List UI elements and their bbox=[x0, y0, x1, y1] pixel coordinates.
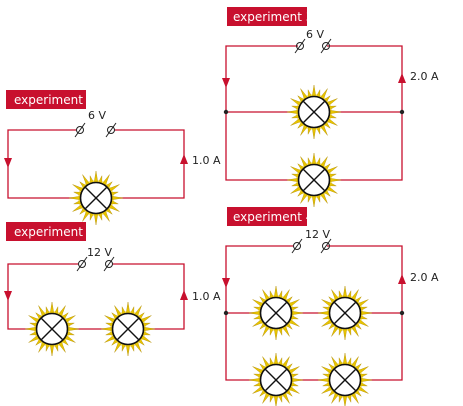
experiment-4-label-bg bbox=[227, 207, 307, 226]
experiment-3-voltage: 6 V bbox=[306, 28, 324, 41]
battery-terminal-icon bbox=[74, 122, 117, 138]
experiment-2-label: experiment 2 bbox=[14, 225, 94, 239]
junction-node bbox=[223, 109, 229, 115]
lamp-icon bbox=[248, 352, 304, 406]
experiment-2: experiment 2 12 V 1.0 A bbox=[4, 222, 221, 357]
experiment-4-current: 2.0 A bbox=[410, 271, 439, 284]
experiment-2-current: 1.0 A bbox=[192, 290, 221, 303]
lamp-icon bbox=[317, 352, 373, 406]
current-arrow-icon bbox=[180, 154, 188, 164]
current-arrow-icon bbox=[222, 78, 230, 88]
experiment-3-label-bg bbox=[227, 7, 307, 26]
lamp-icon bbox=[286, 84, 342, 140]
lamp-icon bbox=[68, 170, 124, 226]
current-arrow-icon bbox=[398, 274, 406, 284]
experiment-3-label: experiment 3 bbox=[233, 10, 313, 24]
junction-node bbox=[223, 310, 229, 316]
experiment-4-voltage: 12 V bbox=[305, 228, 330, 241]
experiment-2-voltage: 12 V bbox=[87, 246, 112, 259]
lamp-icon bbox=[317, 285, 373, 341]
experiment-1-label-bg bbox=[6, 90, 86, 109]
junction-node bbox=[399, 109, 405, 115]
lamp-icon bbox=[248, 285, 304, 341]
experiment-3-current: 2.0 A bbox=[410, 70, 439, 83]
current-arrow-icon bbox=[222, 278, 230, 288]
current-arrow-icon bbox=[180, 290, 188, 300]
experiment-1-label: experiment 1 bbox=[14, 93, 94, 107]
experiment-4-label: experiment 4 bbox=[233, 210, 313, 224]
lamp-icon bbox=[286, 152, 342, 208]
battery-terminal-icon bbox=[294, 38, 332, 54]
experiment-3: experiment 3 6 V 2.0 A bbox=[222, 7, 439, 208]
lamp-icon bbox=[100, 301, 156, 357]
experiment-1-voltage: 6 V bbox=[88, 109, 106, 122]
experiment-2-label-bg bbox=[6, 222, 86, 241]
current-arrow-icon bbox=[4, 158, 12, 168]
battery-terminal-icon bbox=[291, 238, 332, 254]
experiment-1-current: 1.0 A bbox=[192, 154, 221, 167]
current-arrow-icon bbox=[4, 291, 12, 301]
junction-node bbox=[399, 310, 405, 316]
current-arrow-icon bbox=[398, 73, 406, 83]
experiment-4: experiment 4 12 V 2.0 A bbox=[222, 207, 439, 406]
experiment-1: experiment 1 6 V 1.0 A bbox=[4, 90, 221, 226]
battery-terminal-icon bbox=[76, 256, 115, 272]
lamp-icon bbox=[24, 301, 80, 357]
